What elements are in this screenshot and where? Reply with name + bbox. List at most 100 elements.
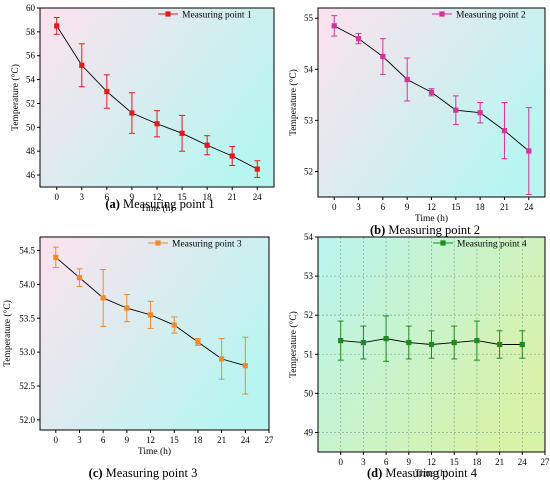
y-tick-label: 50 [304,388,314,398]
x-tick-label: 3 [361,457,366,467]
y-tick-label: 53 [304,115,314,125]
panel-d: 0 3 6 9 12 15 18 21 24 27 49 50 51 52 53 54 Time (h) Temp… [288,232,550,479]
data-point [129,110,135,116]
x-tick-label: 6 [101,435,106,445]
y-tick-label: 53.5 [19,313,35,323]
caption-d-text: Measuring point 4 [385,466,478,480]
y-tick-label: 60 [26,3,36,13]
x-tick-label: 18 [203,192,213,202]
x-tick-label: 6 [384,457,389,467]
y-tick-label: 56 [26,51,36,61]
x-tick-label: 24 [518,457,528,467]
data-point [147,312,154,318]
data-point [453,107,459,113]
x-tick-label: 21 [217,435,226,445]
x-tick-label: 12 [146,435,155,445]
legend-marker [440,240,446,246]
y-tick-label: 52 [304,166,313,176]
x-tick-label: 0 [332,202,337,212]
x-tick-label: 6 [381,202,386,212]
data-point [242,363,248,369]
data-point [497,341,503,348]
x-tick-label: 21 [228,192,237,202]
data-point [229,153,235,159]
caption-b-text: Measuring point 2 [388,223,481,237]
x-tick-label: 9 [125,435,130,445]
legend-marker [155,240,161,246]
data-point [519,341,525,348]
caption-b-label: (b) [369,223,386,237]
data-point [54,23,60,29]
x-tick-label: 9 [130,192,135,202]
data-point [219,356,225,362]
y-tick-label: 52.0 [19,415,35,425]
y-tick-label: 52 [304,310,313,320]
x-axis-label: Time (h) [140,203,173,214]
data-point [124,305,130,311]
caption-c: (c) Measuring point 3 [43,466,243,481]
y-tick-label: 51 [304,349,313,359]
data-point [100,295,106,301]
x-tick-label: 9 [405,202,410,212]
plot-background [40,237,269,430]
legend-marker [439,11,445,17]
x-tick-label: 6 [105,192,110,202]
data-point [76,275,83,281]
data-point [154,121,160,127]
x-tick-label: 27 [265,435,275,445]
y-tick-label: 48 [26,146,36,156]
data-point [501,127,508,134]
data-point [331,23,337,29]
caption-a-text: Measuring point 1 [123,197,215,211]
legend-label: Measuring point 4 [457,240,527,250]
x-tick-label: 21 [495,457,504,467]
caption-a-label: (a) [105,197,120,211]
data-point [104,88,110,95]
caption-b: (b) Measuring point 2 [325,223,525,238]
y-tick-label: 52.5 [19,381,35,391]
data-point [79,62,85,68]
data-point [53,254,59,260]
x-tick-label: 24 [241,435,251,445]
y-axis-label: Temperature (°C) [10,64,21,131]
y-tick-label: 52 [26,98,35,108]
legend-label: Measuring point 2 [456,11,526,21]
y-tick-label: 58 [26,27,36,37]
x-tick-label: 18 [476,202,486,212]
data-point [451,339,457,346]
y-axis-label: Temperature (°C) [288,69,299,136]
x-tick-label: 3 [77,435,82,445]
x-tick-label: 15 [170,435,180,445]
legend-label: Measuring point 1 [182,11,252,21]
x-tick-label: 12 [427,457,436,467]
plot-background [40,8,274,187]
x-tick-label: 0 [54,192,59,202]
x-tick-label: 0 [338,457,343,467]
y-tick-label: 54.0 [19,279,35,289]
caption-c-text: Measuring point 3 [105,466,198,480]
data-point [526,148,532,154]
data-point [383,336,389,342]
x-tick-label: 12 [427,202,436,212]
data-point [360,339,366,346]
caption-d-label: (d) [366,466,383,480]
data-point [338,337,344,344]
legend-label: Measuring point 3 [172,240,242,250]
data-point [474,337,480,344]
x-axis-label: Time (h) [415,213,448,224]
y-tick-label: 54 [304,232,314,242]
x-tick-label: 21 [500,202,509,212]
x-tick-label: 24 [253,192,263,202]
x-axis-label: Time (h) [138,446,171,457]
x-tick-label: 18 [472,457,482,467]
panel-a: 0 3 6 9 12 15 18 21 24 46 48 50 52 54 56 58 60 Time (h) Te… [10,3,275,214]
data-point [254,166,260,172]
y-tick-label: 46 [26,170,36,180]
y-axis-label: Temperature (°C) [288,311,299,378]
legend-marker [165,11,171,17]
y-tick-label: 55 [304,13,314,23]
y-tick-label: 53.0 [19,347,35,357]
data-point [428,89,435,95]
panel-b: 0 3 6 9 12 15 18 21 24 52 53 54 55 Time (h) Temperatur… [288,7,546,224]
x-tick-label: 15 [451,202,461,212]
